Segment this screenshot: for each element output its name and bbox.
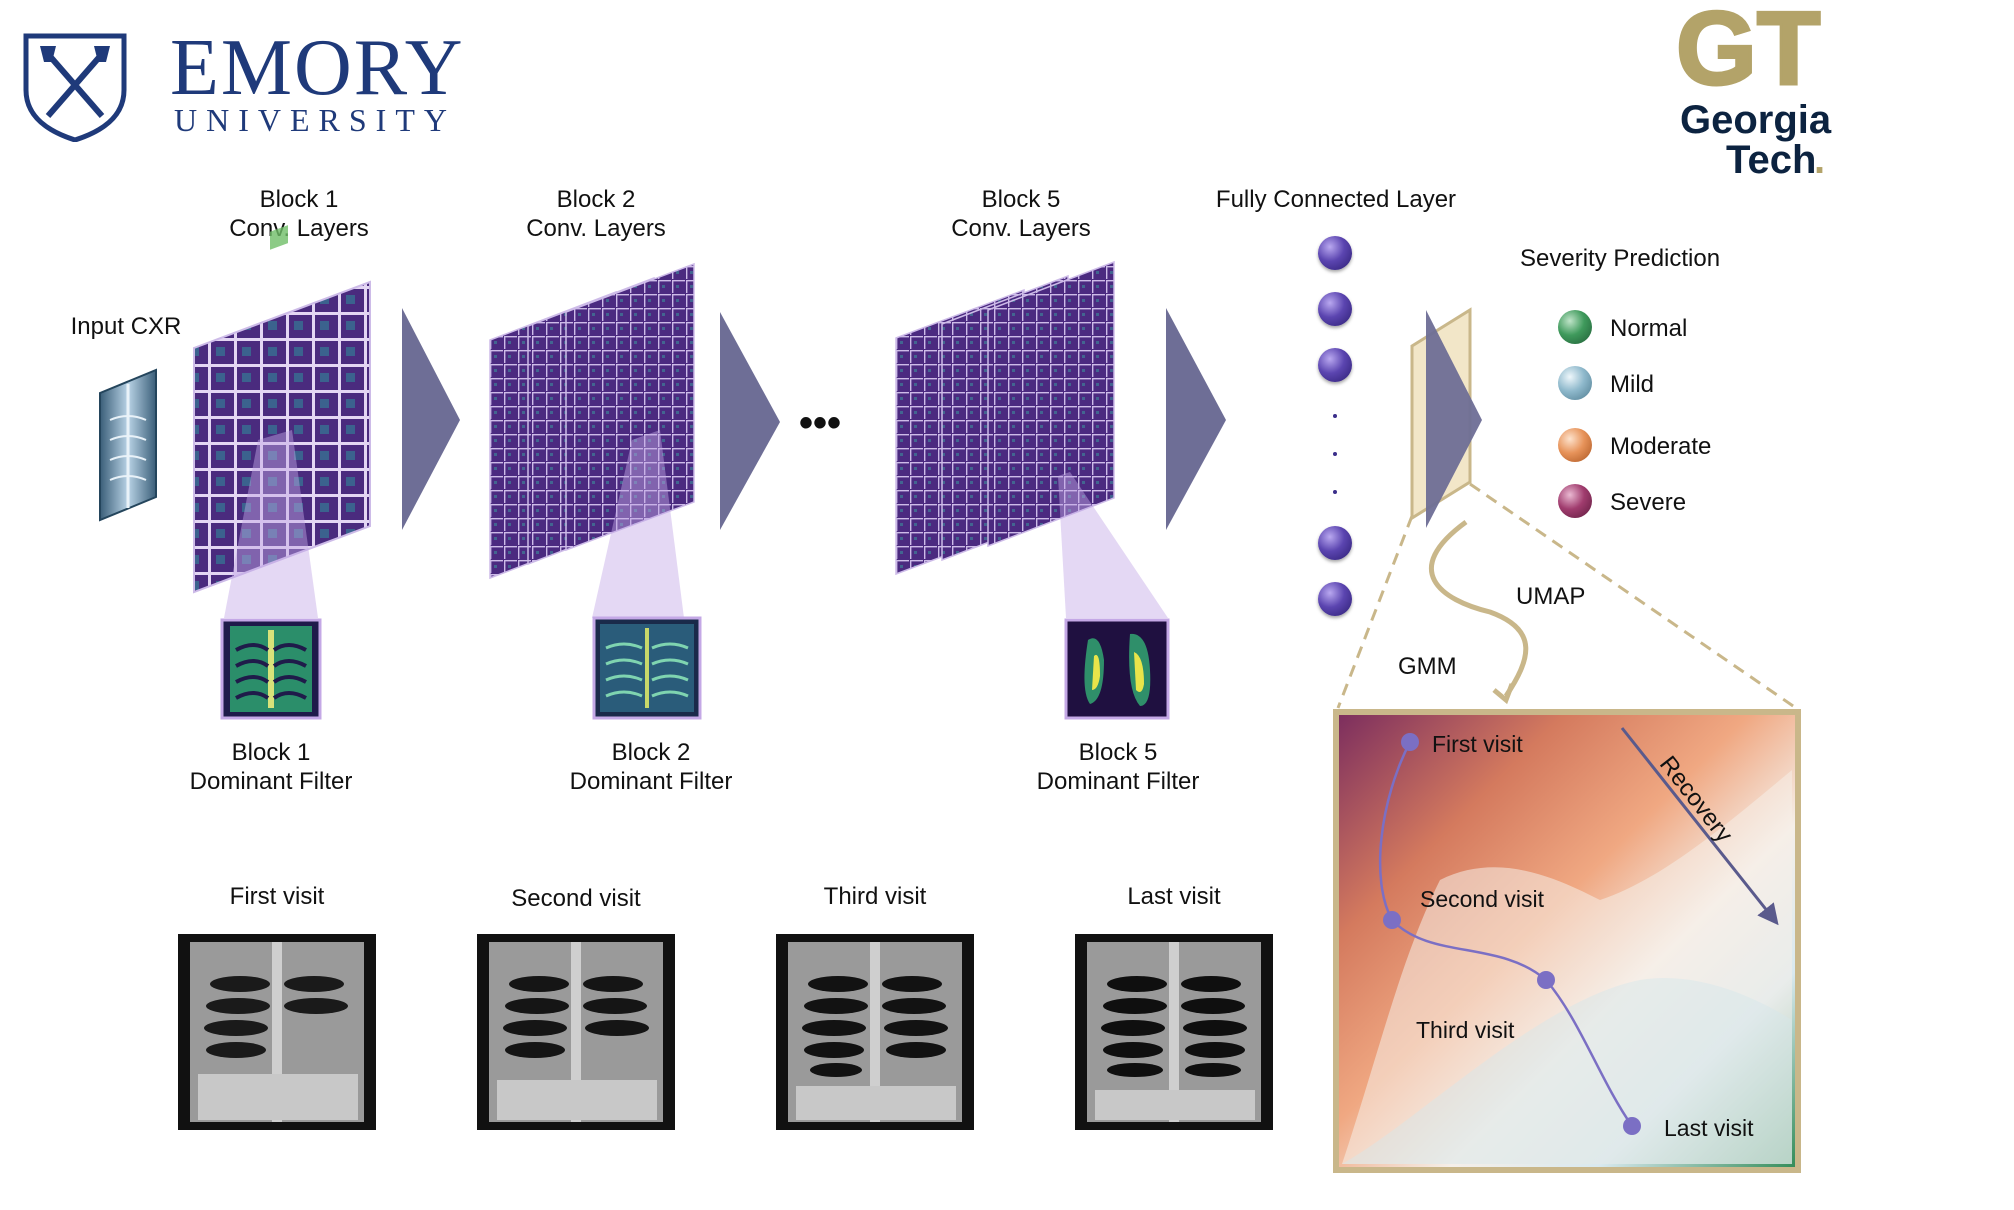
gt-word-tech: Tech — [1726, 138, 1817, 182]
arrow-block2-to-next — [720, 312, 780, 530]
gt-monogram-text: GT — [1676, 2, 1820, 92]
xray-second-visit — [477, 934, 675, 1130]
fc-gap-dot — [1333, 414, 1337, 418]
arrow-fc-to-severity — [1426, 310, 1482, 528]
input-cxr-label: Input CXR — [70, 313, 182, 340]
fc-node — [1318, 292, 1352, 326]
xray-last-visit — [1075, 934, 1273, 1130]
gt-monogram: GT — [1676, 2, 1822, 92]
block2-callout — [592, 430, 684, 618]
block1-subtitle: Conv. Layers — [229, 215, 369, 242]
legend-dot-normal — [1558, 310, 1592, 344]
severity-title: Severity Prediction — [1520, 245, 1721, 272]
xray-third-visit — [776, 934, 974, 1130]
fc-node — [1318, 526, 1352, 560]
trajectory-label-third: Third visit — [1416, 1017, 1515, 1043]
block5-filter-image — [1064, 618, 1170, 720]
umap-squiggle-arrowhead — [1492, 683, 1515, 705]
trajectory-point-last — [1623, 1117, 1641, 1135]
emory-name: EMORY — [170, 24, 465, 112]
trajectory-label-last: Last visit — [1664, 1115, 1754, 1141]
block2-subtitle: Conv. Layers — [526, 215, 666, 242]
block5-callout — [1058, 472, 1168, 618]
legend-dot-severe — [1558, 484, 1592, 518]
fc-gap-dot — [1333, 490, 1337, 494]
trajectory-label-second: Second visit — [1420, 886, 1545, 912]
legend-label-normal: Normal — [1610, 315, 1688, 342]
gt-word-mark: . — [1814, 138, 1826, 182]
ellipsis-dots: ••• — [799, 401, 841, 445]
gmm-label: GMM — [1398, 653, 1457, 680]
block2-title: Block 2 — [556, 186, 636, 213]
block1-filter-title: Block 1 — [231, 739, 311, 766]
block5-filter-title: Block 5 — [1078, 739, 1158, 766]
legend-label-mild: Mild — [1610, 371, 1655, 398]
arrow-block1-to-block2 — [402, 308, 460, 530]
projection-line-right — [1469, 482, 1797, 710]
block2-feature-maps — [489, 262, 695, 580]
xray-first-visit — [178, 934, 376, 1130]
block1-filter-subtitle: Dominant Filter — [189, 768, 353, 795]
block1-callout — [224, 430, 318, 618]
block5-feature-maps — [895, 260, 1115, 576]
block1-feature-maps — [193, 225, 371, 594]
legend-dot-mild — [1558, 366, 1592, 400]
fc-gap-dot — [1333, 452, 1337, 456]
block2-filter-subtitle: Dominant Filter — [569, 768, 733, 795]
arrow-block5-to-fc — [1166, 308, 1226, 530]
legend-label-severe: Severe — [1610, 489, 1687, 516]
block1-filter-image — [220, 618, 322, 720]
visit-label-third: Third visit — [823, 883, 927, 910]
block5-subtitle: Conv. Layers — [951, 215, 1091, 242]
block5-title: Block 5 — [981, 186, 1061, 213]
trajectory-label-first: First visit — [1432, 731, 1523, 757]
recovery-arrow — [1620, 727, 1779, 926]
umap-squiggle-arrow — [1428, 519, 1529, 698]
projection-line-left — [1336, 515, 1414, 709]
emory-shield-icon — [23, 33, 127, 142]
visit-label-first: First visit — [229, 883, 325, 910]
fc-node — [1318, 236, 1352, 270]
umap-label: UMAP — [1516, 583, 1586, 610]
input-cxr-image — [99, 368, 157, 522]
block5-filter-subtitle: Dominant Filter — [1036, 768, 1200, 795]
trajectory-point-first — [1401, 733, 1419, 751]
gt-word-georgia: Georgia — [1680, 98, 1832, 142]
fc-layer-title: Fully Connected Layer — [1215, 186, 1457, 213]
block2-filter-title: Block 2 — [611, 739, 691, 766]
emory-sub: UNIVERSITY — [174, 102, 456, 138]
fc-node — [1318, 348, 1352, 382]
block1-title: Block 1 — [259, 186, 339, 213]
legend-label-moderate: Moderate — [1610, 433, 1712, 460]
umap-panel — [1333, 709, 1801, 1173]
block2-filter-image — [592, 616, 702, 720]
trajectory-path — [1378, 741, 1634, 1127]
visit-label-last: Last visit — [1127, 883, 1221, 910]
trajectory-point-second — [1383, 911, 1401, 929]
fc-node — [1318, 582, 1352, 616]
visit-label-second: Second visit — [511, 885, 641, 912]
legend-dot-moderate — [1558, 428, 1592, 462]
trajectory-point-third — [1537, 971, 1555, 989]
